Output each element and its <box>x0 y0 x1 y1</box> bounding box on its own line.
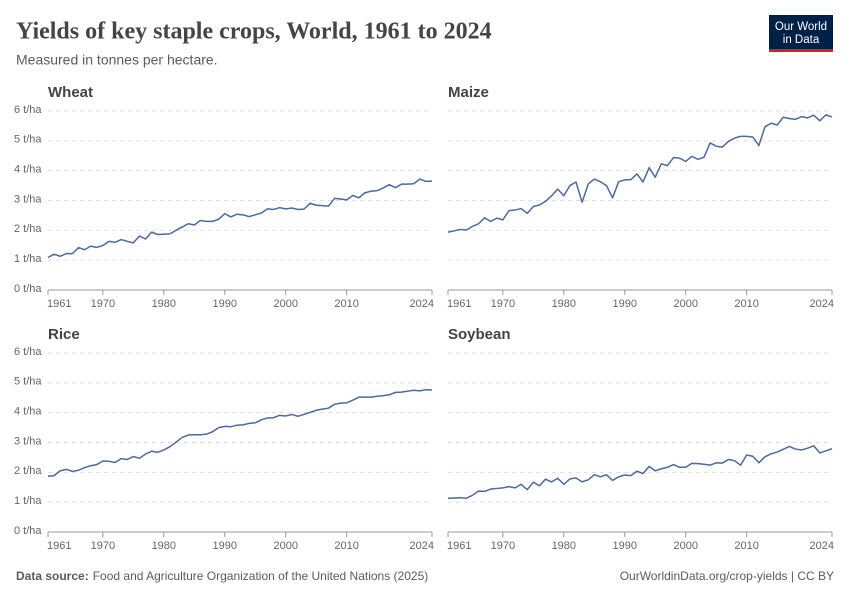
x-tick-label: 1980 <box>152 540 176 552</box>
x-tick-label: 1990 <box>213 298 237 310</box>
x-tick-label: 2000 <box>673 540 697 552</box>
y-tick-label: 5 t/ha <box>14 376 42 388</box>
x-tick-label: 1961 <box>447 540 471 552</box>
logo-text: in Data <box>783 34 820 46</box>
x-tick-label: 1961 <box>447 298 471 310</box>
x-tick-label: 2010 <box>734 540 758 552</box>
y-tick-label: 2 t/ha <box>14 465 42 477</box>
x-tick-label: 1980 <box>152 298 176 310</box>
x-tick-label: 1961 <box>47 540 71 552</box>
logo-box <box>769 15 833 52</box>
source-label: Data source: <box>16 569 89 583</box>
credit[interactable]: OurWorldinData.org/crop-yields | CC BY <box>620 569 834 583</box>
y-tick-label: 1 t/ha <box>14 253 42 265</box>
chart-title: Yields of key staple crops, World, 1961 … <box>16 19 492 45</box>
x-tick-label: 1990 <box>213 540 237 552</box>
x-tick-label: 1970 <box>491 540 515 552</box>
logo-bar <box>769 49 833 52</box>
x-tick-label: 1990 <box>613 540 637 552</box>
source-text: Food and Agriculture Organization of the… <box>93 569 429 583</box>
line <box>447 114 833 233</box>
x-tick-label: 1990 <box>613 298 637 310</box>
x-tick-label: 1961 <box>47 298 71 310</box>
x-tick-label: 1970 <box>491 298 515 310</box>
line <box>47 178 433 259</box>
x-tick-label: 1970 <box>91 540 115 552</box>
panel-title: Wheat <box>48 84 93 101</box>
x-tick-label: 2024 <box>410 540 434 552</box>
x-tick-label: 2024 <box>810 540 834 552</box>
x-tick-label: 1980 <box>552 540 576 552</box>
x-tick-label: 2000 <box>673 298 697 310</box>
logo-text: Our World <box>775 21 827 33</box>
line <box>447 445 833 500</box>
panel-title: Soybean <box>448 326 511 343</box>
y-tick-label: 6 t/ha <box>14 346 42 358</box>
source: Data source: Food and Agriculture Organiz… <box>16 569 428 583</box>
y-tick-label: 4 t/ha <box>14 406 42 418</box>
x-tick-label: 2000 <box>273 298 297 310</box>
panel-title: Maize <box>448 84 489 101</box>
x-tick-label: 2000 <box>273 540 297 552</box>
x-tick-label: 2010 <box>334 540 358 552</box>
y-tick-label: 0 t/ha <box>14 525 42 537</box>
x-tick-label: 1980 <box>552 298 576 310</box>
x-tick-label: 2024 <box>810 298 834 310</box>
line <box>47 388 433 477</box>
x-tick-label: 1970 <box>91 298 115 310</box>
subtitle: Measured in tonnes per hectare. <box>16 52 218 68</box>
x-tick-label: 2010 <box>734 298 758 310</box>
y-tick-label: 2 t/ha <box>14 223 42 235</box>
x-tick-label: 2010 <box>334 298 358 310</box>
y-tick-label: 6 t/ha <box>14 104 42 116</box>
y-tick-label: 1 t/ha <box>14 495 42 507</box>
y-tick-label: 3 t/ha <box>14 193 42 205</box>
y-tick-label: 4 t/ha <box>14 164 42 176</box>
y-tick-label: 5 t/ha <box>14 134 42 146</box>
x-tick-label: 2024 <box>410 298 434 310</box>
panel-title: Rice <box>48 326 80 343</box>
logo[interactable]: Our World in Data <box>769 15 833 52</box>
y-tick-label: 3 t/ha <box>14 435 42 447</box>
y-tick-label: 0 t/ha <box>14 283 42 295</box>
